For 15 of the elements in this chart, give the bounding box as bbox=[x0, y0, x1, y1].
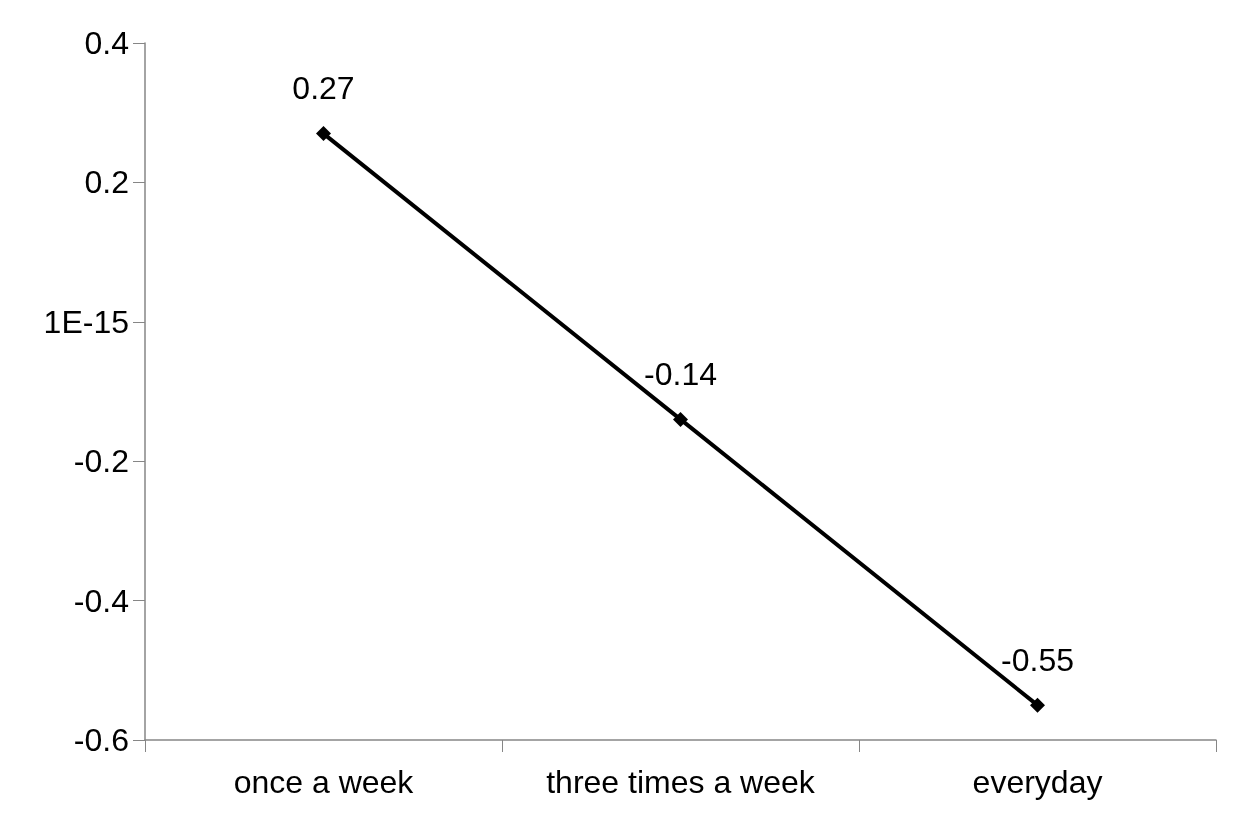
point bbox=[673, 411, 688, 427]
x-tick-label: once a week bbox=[233, 764, 415, 800]
data-label: 0.27 bbox=[292, 70, 355, 107]
x-tick-label: three times a week bbox=[546, 764, 816, 800]
y-tick-label: -0.6 bbox=[73, 722, 129, 758]
y-tick-label: 0.4 bbox=[84, 25, 129, 61]
point bbox=[316, 126, 331, 142]
y-tick-label: -0.2 bbox=[73, 443, 129, 480]
x-tick-label: everyday bbox=[972, 764, 1103, 800]
y-tick-label: 1E-15 bbox=[43, 303, 129, 340]
point bbox=[1030, 697, 1045, 713]
y-tick-label: 0.2 bbox=[84, 164, 129, 201]
y-tick-label: -0.4 bbox=[73, 582, 129, 619]
data-label: -0.14 bbox=[644, 355, 717, 392]
data-label: -0.55 bbox=[1001, 641, 1074, 678]
